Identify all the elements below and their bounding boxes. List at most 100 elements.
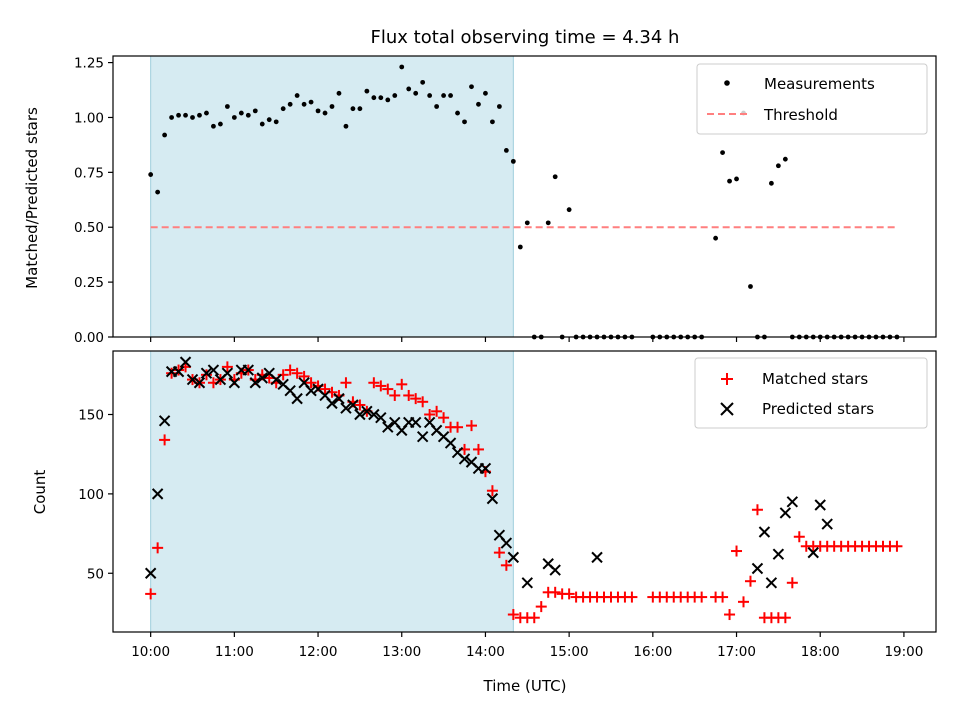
predicted-star-point	[340, 402, 352, 414]
measurement-point	[294, 93, 300, 98]
predicted-star-point	[458, 453, 471, 465]
predicted-star-point	[326, 397, 338, 410]
predicted-star-point	[368, 408, 380, 421]
predicted-star-point	[444, 437, 457, 449]
measurement-point	[259, 121, 265, 127]
matched-star-point	[200, 369, 212, 381]
x-axis-label: Time (UTC)	[483, 677, 567, 695]
predicted-star-point	[151, 488, 164, 500]
measurement-point	[378, 95, 384, 101]
measurement-point	[252, 108, 258, 114]
measurement-point	[385, 97, 391, 103]
matched-star-point	[424, 409, 436, 421]
measurement-point	[769, 180, 774, 186]
measurement-point	[315, 108, 321, 114]
measurement-point	[713, 235, 719, 241]
predicted-star-point	[507, 551, 520, 564]
predicted-star-point	[179, 356, 192, 368]
measurement-point	[775, 163, 781, 169]
matched-star-point	[340, 377, 352, 389]
bottom-legend: Matched stars Predicted stars	[694, 357, 928, 429]
matched-star-point	[731, 545, 743, 557]
matched-star-point	[375, 380, 387, 392]
matched-star-point	[507, 609, 519, 621]
matched-star-point	[528, 612, 540, 624]
top-shaded-span	[150, 55, 514, 338]
matched-star-point	[431, 405, 443, 417]
predicted-star-point	[361, 405, 373, 418]
top-panel: 0.00 0.25 0.50 0.75 1.00 1.25 Matched/Predict…	[23, 55, 937, 346]
matched-star-point	[166, 367, 178, 379]
measurement-point	[392, 93, 398, 98]
predicted-star-point	[375, 411, 387, 424]
measurement-point	[517, 244, 523, 250]
x-tick-label: 19:00	[884, 644, 923, 660]
bottom-legend-box	[694, 357, 928, 429]
predicted-star-point	[221, 367, 234, 379]
matched-star-point	[277, 369, 289, 381]
x-tick-label: 12:00	[299, 644, 338, 660]
measurement-point	[524, 220, 530, 226]
measurement-point	[273, 119, 279, 125]
measurement-point	[448, 93, 453, 98]
measurement-point	[720, 150, 725, 155]
matched-star-point	[696, 591, 708, 603]
bottom-y-axis-label: Count	[31, 470, 49, 515]
matched-star-point	[891, 540, 903, 552]
measurement-point	[176, 112, 181, 118]
predicted-star-point	[779, 507, 792, 519]
measurement-point	[336, 90, 342, 96]
matched-star-point	[319, 383, 331, 395]
legend-threshold-label: Threshold	[763, 106, 838, 124]
matched-star-point	[744, 575, 756, 587]
x-tick-label: 15:00	[550, 644, 589, 660]
measurement-point	[350, 106, 356, 112]
top-axes-frame	[112, 55, 937, 338]
bottom-y-tick-label: 150	[78, 408, 104, 424]
matched-star-point	[305, 377, 317, 389]
measurement-point	[329, 104, 335, 109]
matched-star-point	[284, 364, 296, 376]
top-y-tick-label: 1.25	[74, 56, 104, 72]
legend-matched-marker	[721, 373, 733, 385]
measurement-point	[434, 104, 440, 109]
measurement-point	[280, 106, 286, 112]
predicted-star-point	[479, 462, 492, 475]
predicted-star-point	[193, 377, 206, 389]
measurement-point	[545, 220, 551, 226]
measurement-point	[169, 115, 174, 120]
chart-title: Flux total observing time = 4.34 h	[371, 27, 680, 48]
measurement-point	[266, 117, 272, 123]
matched-star-point	[779, 612, 791, 624]
matched-star-point	[738, 596, 750, 608]
measurement-point	[183, 112, 188, 118]
predicted-star-point	[333, 392, 345, 405]
bottom-y-tick-label: 100	[78, 487, 104, 503]
matched-star-point	[465, 420, 477, 432]
matched-star-point	[438, 412, 450, 424]
measurement-point	[413, 90, 419, 96]
x-tick-label: 17:00	[717, 644, 756, 660]
measurement-point	[503, 147, 509, 153]
matched-star-point	[452, 421, 464, 433]
predicted-star-point	[228, 377, 241, 389]
matched-star-point	[549, 586, 561, 598]
top-legend-box	[696, 63, 928, 135]
predicted-star-point	[758, 526, 771, 538]
predicted-star-point	[158, 415, 171, 427]
predicted-star-point	[409, 416, 422, 429]
measurement-point	[238, 110, 244, 116]
matched-star-point	[493, 547, 505, 559]
predicted-star-point	[486, 492, 499, 505]
legend-measurements-label: Measurements	[764, 75, 875, 93]
measurement-point	[224, 104, 230, 109]
predicted-star-point	[291, 392, 303, 405]
x-tick-label: 14:00	[466, 644, 505, 660]
top-y-tick-label: 0.00	[74, 330, 104, 346]
predicted-star-point	[270, 373, 282, 386]
measurement-point	[155, 189, 161, 195]
measurement-point	[371, 95, 377, 101]
predicted-star-point	[786, 496, 799, 508]
measurement-point	[343, 123, 349, 129]
